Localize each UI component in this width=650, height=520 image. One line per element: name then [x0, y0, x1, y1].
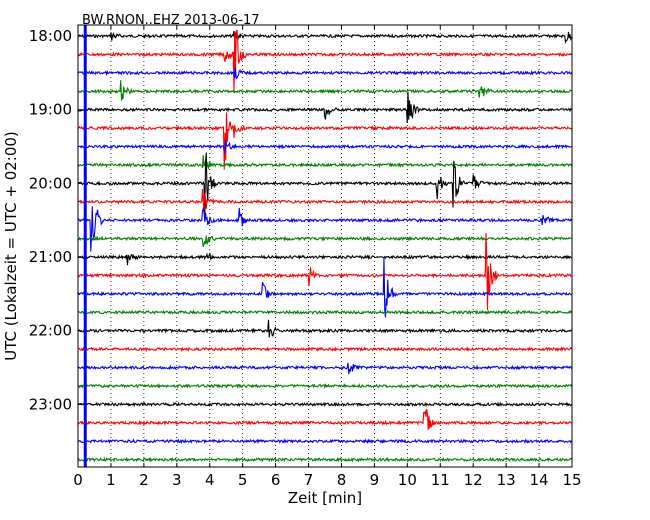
trace-line	[77, 456, 572, 463]
y-tick-label: 23:00	[29, 395, 72, 413]
trace-line	[77, 29, 572, 93]
x-tick-label: 9	[370, 471, 380, 489]
y-tick-label: 22:00	[29, 322, 72, 340]
x-tick-label: 4	[205, 471, 215, 489]
y-tick-label: 18:00	[29, 27, 72, 45]
trace-line	[77, 152, 572, 222]
trace-line	[77, 112, 572, 170]
trace-line	[77, 383, 573, 390]
trace-line	[77, 235, 572, 248]
x-tick-label: 11	[431, 471, 450, 489]
trace-line	[77, 362, 573, 375]
trace-line	[77, 31, 573, 45]
y-tick-label: 19:00	[29, 101, 72, 119]
trace-line	[77, 309, 572, 316]
plot-frame	[77, 24, 573, 468]
trace-line	[77, 140, 572, 154]
trace-line	[77, 438, 572, 445]
trace-line	[77, 188, 572, 211]
x-tick-label: 12	[464, 471, 483, 489]
trace-line	[77, 252, 572, 266]
x-tick-label: 1	[106, 471, 116, 489]
trace-line	[77, 346, 572, 353]
x-tick-label: 10	[398, 471, 417, 489]
trace-line	[77, 257, 572, 318]
x-tick-label: 14	[530, 471, 549, 489]
x-tick-label: 2	[139, 471, 149, 489]
trace-line	[77, 91, 572, 124]
axis-ticks: 0 1 2 3 4 5 6 7 8 9 10 11 12 13 14 1518:0019:0020:0021:…	[29, 25, 582, 489]
trace-line	[77, 80, 572, 101]
y-axis-label: UTC (Lokalzeit = UTC + 02:00)	[2, 131, 20, 361]
trace-line	[77, 401, 572, 408]
x-tick-label: 7	[304, 471, 314, 489]
trace-line	[77, 155, 573, 170]
trace-line	[77, 319, 572, 338]
y-tick-label: 20:00	[29, 174, 72, 192]
seismic-traces	[77, 25, 573, 467]
chart-title: BW.RNON..EHZ 2013-06-17	[82, 13, 260, 28]
x-axis-label: Zeit [min]	[288, 489, 362, 507]
x-tick-label: 0	[73, 471, 83, 489]
trace-line	[77, 233, 572, 311]
x-tick-label: 3	[172, 471, 182, 489]
x-tick-label: 13	[497, 471, 516, 489]
trace-line	[77, 67, 572, 80]
x-tick-label: 8	[337, 471, 347, 489]
x-tick-label: 5	[238, 471, 248, 489]
x-tick-label: 15	[562, 471, 581, 489]
x-tick-label: 6	[271, 471, 281, 489]
trace-line	[77, 206, 572, 252]
grid-lines	[110, 25, 540, 467]
y-tick-label: 21:00	[29, 248, 72, 266]
trace-line	[77, 409, 572, 430]
